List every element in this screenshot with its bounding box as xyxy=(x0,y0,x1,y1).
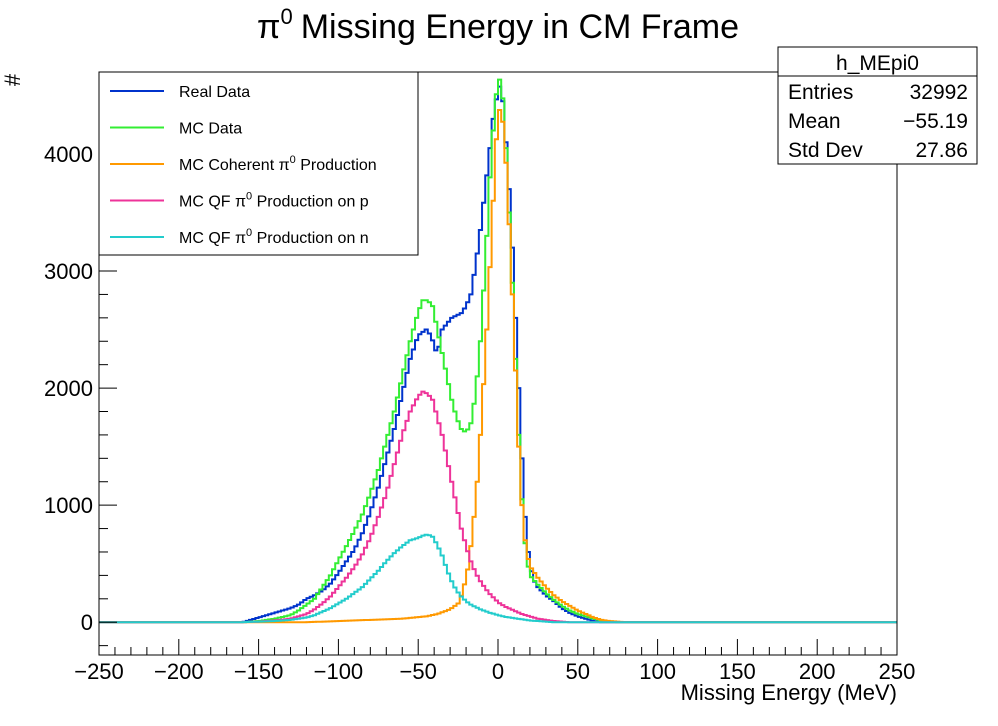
x-tick-label: 200 xyxy=(799,659,836,684)
y-tick-label: 4000 xyxy=(44,142,93,167)
y-axis-label: # xyxy=(0,73,25,86)
stats-box-frame xyxy=(777,46,978,165)
legend-label: MC QF π0 Production on p xyxy=(179,191,369,211)
stats-box-label: Std Dev xyxy=(788,139,863,162)
chart-title-superscript: 0 xyxy=(280,4,292,29)
legend-label: MC QF π0 Production on n xyxy=(179,227,369,247)
legend-label-text: MC QF π xyxy=(179,194,246,211)
chart-title-symbol: π xyxy=(257,8,280,46)
chart-title: π0 Missing Energy in CM Frame xyxy=(257,4,739,46)
x-axis-label: Missing Energy (MeV) xyxy=(681,680,897,705)
x-tick-label: −200 xyxy=(154,659,204,684)
series-line-5 xyxy=(99,533,897,624)
stats-box-value: −55.19 xyxy=(903,110,968,133)
stats-box: h_MEpi0 Entries 32992 Mean −55.19 Std Dev 27.8… xyxy=(777,46,978,165)
x-tick-label: 100 xyxy=(639,659,676,684)
x-tick-label: −250 xyxy=(74,659,124,684)
x-tick-label: −100 xyxy=(314,659,364,684)
legend-label-text: MC QF π xyxy=(179,230,246,247)
x-tick-label: 150 xyxy=(719,659,756,684)
series-group xyxy=(99,78,897,624)
chart-title-text: Missing Energy in CM Frame xyxy=(301,8,739,46)
legend-label-text: Production on p xyxy=(252,194,369,211)
legend-label-text: Production on n xyxy=(252,230,369,247)
stats-box-value: 27.86 xyxy=(915,139,968,162)
legend-label-superscript: 0 xyxy=(246,227,252,239)
x-tick-label: −50 xyxy=(400,659,437,684)
x-axis-ticks: −250 −200 −150 −100 −50 0 50 100 150 200 250 xyxy=(74,639,915,684)
legend-label-text: MC Coherent π xyxy=(179,157,290,174)
y-tick-label: 1000 xyxy=(44,493,93,518)
legend-label-text: Production xyxy=(296,157,377,174)
y-tick-label: 2000 xyxy=(44,376,93,401)
x-tick-label: −150 xyxy=(234,659,284,684)
stats-box-label: Mean xyxy=(788,110,841,133)
y-tick-label: 0 xyxy=(81,610,93,635)
legend-label: Real Data xyxy=(179,84,250,101)
legend-label-superscript: 0 xyxy=(290,154,296,166)
x-tick-label: 250 xyxy=(879,659,916,684)
legend-label: MC Data xyxy=(179,121,242,138)
stats-box-label: Entries xyxy=(788,81,853,104)
series-line-4 xyxy=(99,390,897,624)
y-tick-label: 3000 xyxy=(44,259,93,284)
x-tick-label: 50 xyxy=(566,659,590,684)
stats-box-value: 32992 xyxy=(910,81,968,104)
legend-label-superscript: 0 xyxy=(246,191,252,203)
x-tick-label: 0 xyxy=(492,659,504,684)
legend-label: MC Coherent π0 Production xyxy=(179,154,377,174)
y-axis-ticks: 0 1000 2000 3000 4000 xyxy=(44,83,117,647)
stats-box-title: h_MEpi0 xyxy=(836,52,919,75)
